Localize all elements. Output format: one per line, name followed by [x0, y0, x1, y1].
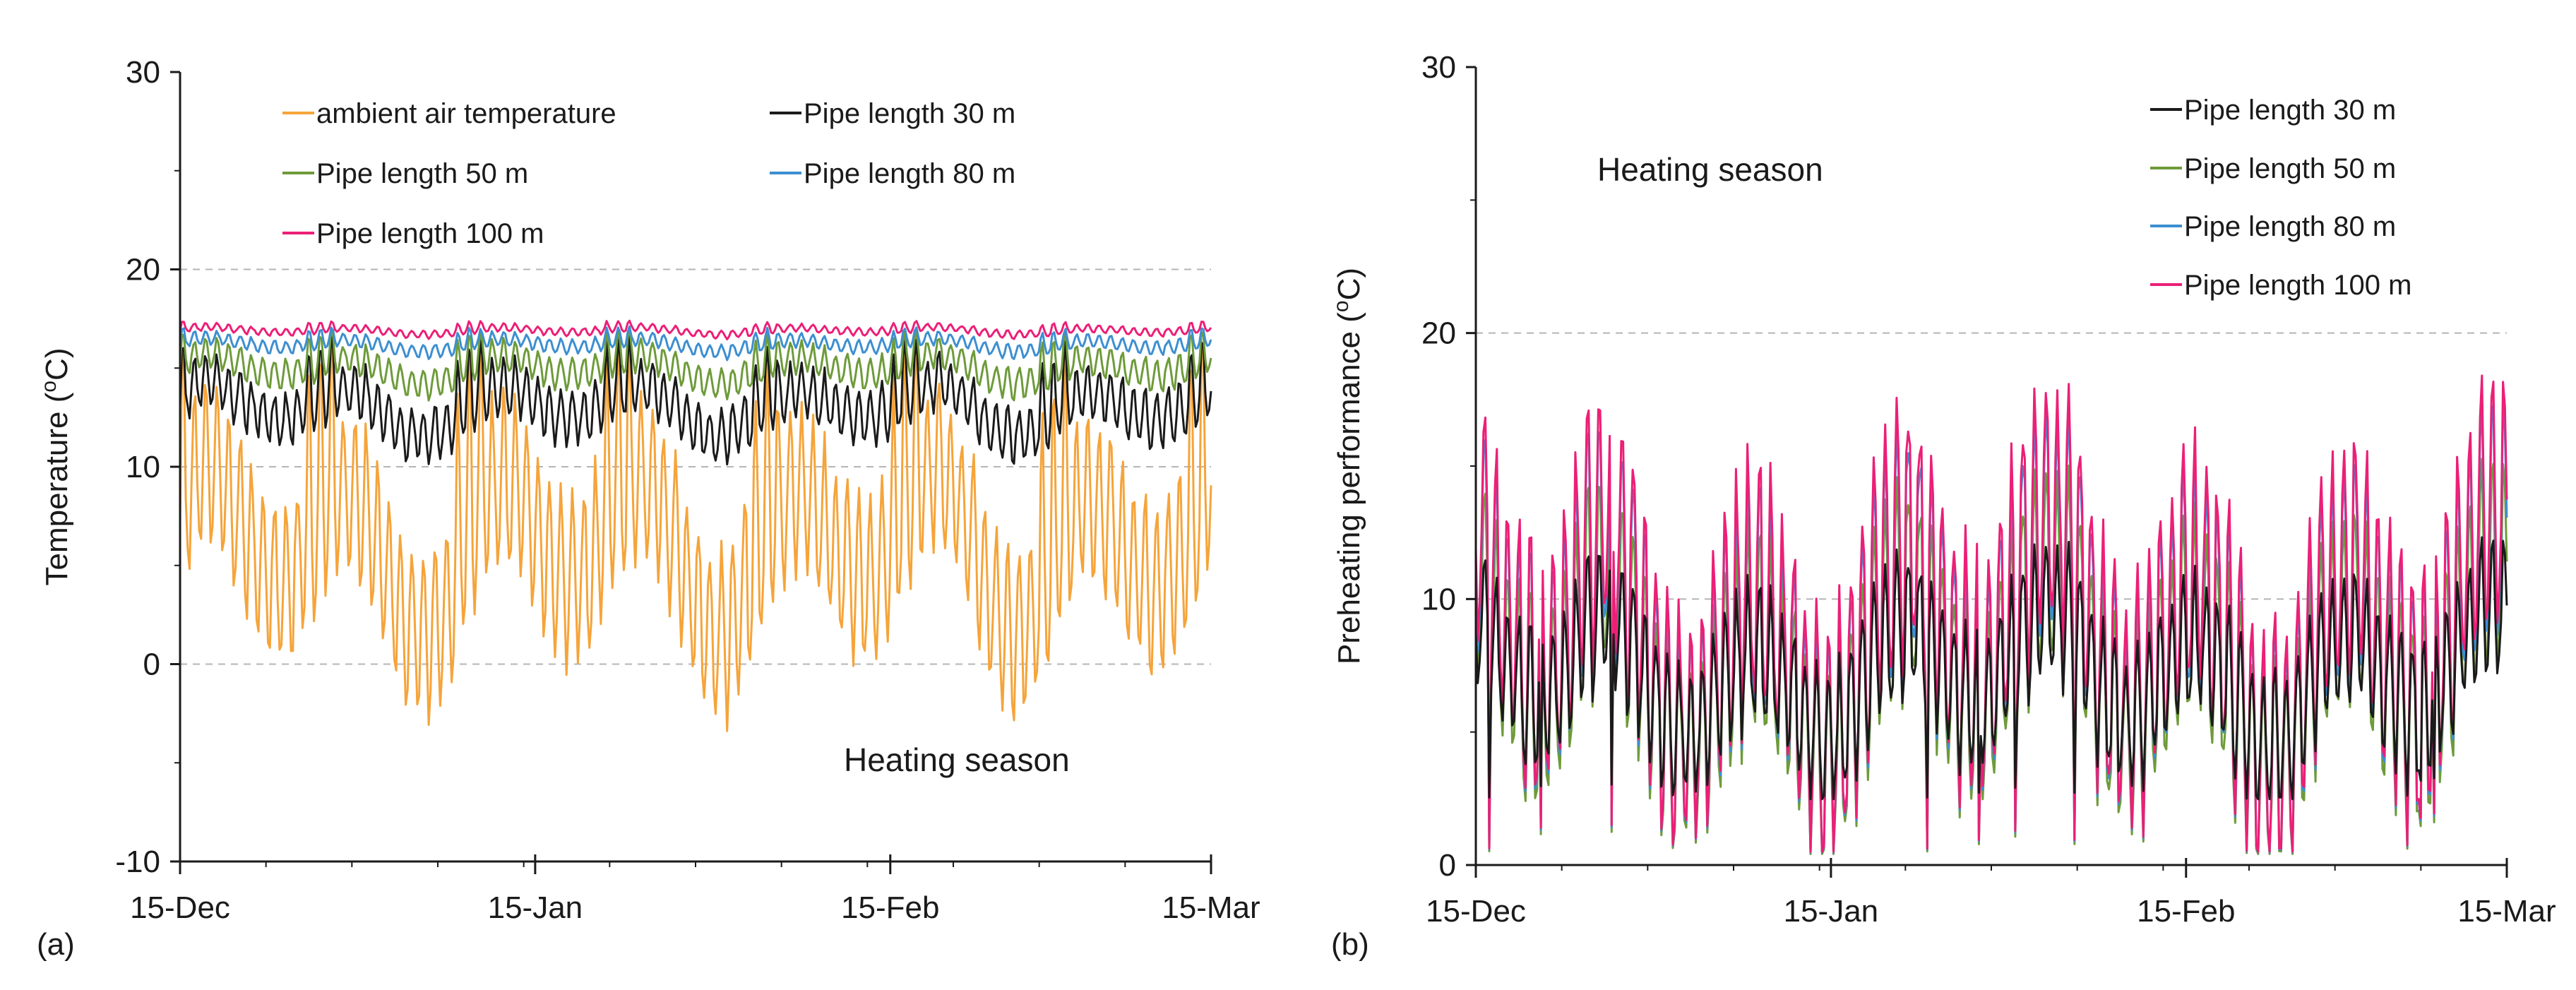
- y-tick-label-a-1: 0: [143, 648, 160, 682]
- legend-b-label-100m: Pipe length 100 m: [2184, 270, 2411, 301]
- y-tick-label-b-2: 20: [1421, 316, 1456, 351]
- series-line-a-2: [179, 326, 1212, 402]
- panel-a-y-axis-label: Temperature (oC): [37, 347, 75, 585]
- y-tick-label-a-2: 10: [126, 450, 160, 484]
- legend-b-label-50m: Pipe length 50 m: [2184, 153, 2396, 184]
- x-tick-label-b-2: 15-Feb: [2137, 894, 2235, 929]
- x-tick-label-a-1: 15-Jan: [488, 890, 583, 925]
- panel-b: 0 10 20 30 15-Dec 15-Jan 15-Feb 15-Mar Preheat…: [1330, 50, 2556, 962]
- series-line-b-0: [1474, 536, 2508, 801]
- x-tick-label-a-3: 15-Mar: [1162, 890, 1260, 925]
- x-tick-label-b-0: 15-Dec: [1426, 894, 1526, 929]
- panel-a-series: [179, 319, 1212, 732]
- panel-b-y-axis-label: Preheating performance (oC): [1330, 268, 1367, 664]
- panel-a-annotation: Heating season: [844, 741, 1070, 778]
- legend-b-label-30m: Pipe length 30 m: [2184, 95, 2396, 126]
- series-line-a-3: [179, 325, 1212, 362]
- panel-a: -10 0 10 20 30 15-Dec 15-Jan 15-Feb 15-Mar Temp…: [37, 55, 1260, 962]
- panel-b-x-ticks: 15-Dec 15-Jan 15-Feb 15-Mar: [1426, 858, 2556, 929]
- series-line-a-0: [179, 331, 1212, 732]
- panel-b-series: [1474, 374, 2508, 855]
- panel-b-legend: Pipe length 30 m Pipe length 50 m Pipe l…: [2150, 95, 2411, 301]
- panel-b-annotation: Heating season: [1597, 151, 1823, 188]
- y-tick-label-b-3: 30: [1421, 50, 1456, 85]
- x-tick-label-b-3: 15-Mar: [2457, 894, 2556, 929]
- series-line-a-4: [179, 319, 1212, 340]
- x-tick-label-a-2: 15-Feb: [841, 890, 939, 925]
- y-tick-label-b-0: 0: [1439, 848, 1456, 883]
- legend-label-30m: Pipe length 30 m: [804, 98, 1015, 129]
- panel-a-x-ticks: 15-Dec 15-Jan 15-Feb 15-Mar: [130, 854, 1260, 925]
- legend-label-80m: Pipe length 80 m: [804, 158, 1015, 189]
- panel-b-y-ticks: 0 10 20 30: [1421, 50, 1476, 883]
- y-tick-label-a-4: 30: [126, 55, 160, 90]
- y-tick-label-b-1: 10: [1421, 582, 1456, 616]
- y-tick-label-a-0: -10: [115, 845, 160, 879]
- x-tick-label-b-1: 15-Jan: [1784, 894, 1879, 929]
- panel-a-label: (a): [37, 927, 75, 962]
- panel-a-legend: ambient air temperature Pipe length 30 m…: [282, 98, 1015, 249]
- y-tick-label-a-3: 20: [126, 253, 160, 287]
- legend-b-label-80m: Pipe length 80 m: [2184, 211, 2396, 242]
- legend-label-100m: Pipe length 100 m: [316, 218, 544, 249]
- legend-label-50m: Pipe length 50 m: [316, 158, 528, 189]
- series-line-a-1: [179, 334, 1212, 466]
- legend-label-ambient: ambient air temperature: [316, 98, 616, 129]
- x-tick-label-a-0: 15-Dec: [130, 890, 230, 925]
- panel-a-y-ticks: -10 0 10 20 30: [115, 55, 180, 879]
- panel-b-label: (b): [1331, 927, 1369, 962]
